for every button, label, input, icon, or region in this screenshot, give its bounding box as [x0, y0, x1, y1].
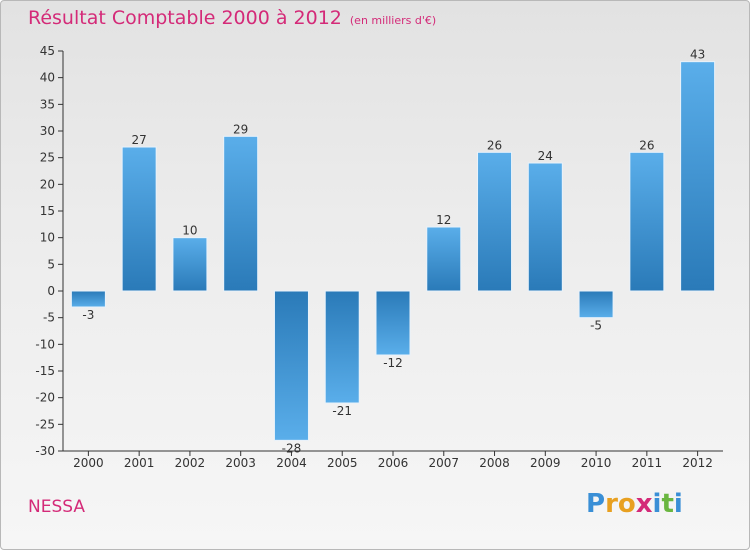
logo-letter: r — [605, 489, 618, 519]
bar-2001 — [121, 146, 157, 292]
y-tick-label: -10 — [35, 337, 55, 351]
value-label-2002: 10 — [182, 224, 197, 238]
bar-2003 — [223, 135, 259, 292]
logo-letter: t — [661, 489, 674, 519]
x-tick-label: 2006 — [378, 456, 409, 470]
y-tick-label: 25 — [40, 151, 55, 165]
y-tick-label: 30 — [40, 124, 55, 138]
x-axis: 2000 2001 2002 2003 2004 2005 2006 2007 2008 2009… — [63, 450, 723, 470]
value-label-2009: 24 — [538, 149, 553, 163]
x-tick-label: 2000 — [73, 456, 104, 470]
y-tick-label: 40 — [40, 71, 55, 85]
value-label-2001: 27 — [132, 133, 147, 147]
value-label-2012: 43 — [690, 48, 705, 62]
x-tick-label: 2002 — [175, 456, 206, 470]
x-tick-label: 2003 — [225, 456, 256, 470]
y-tick-label: 10 — [40, 231, 55, 245]
y-tick-label: 35 — [40, 97, 55, 111]
value-label-2005: -21 — [332, 404, 352, 418]
y-tick-label: -5 — [43, 311, 55, 325]
bar-2007 — [426, 226, 462, 292]
x-tick-label: 2001 — [124, 456, 155, 470]
x-tick-label: 2008 — [479, 456, 510, 470]
bar-2004 — [273, 290, 309, 441]
value-label-2010: -5 — [590, 319, 602, 333]
bar-2009 — [527, 162, 563, 292]
bar-2011 — [629, 151, 665, 292]
x-tick-label: 2007 — [428, 456, 459, 470]
bar-2006 — [375, 290, 411, 356]
y-tick-label: -25 — [35, 417, 55, 431]
x-tick-label: 2005 — [327, 456, 358, 470]
value-label-2008: 26 — [487, 138, 502, 152]
x-tick-label: 2010 — [581, 456, 612, 470]
value-label-2004: -28 — [282, 441, 302, 455]
value-label-2006: -12 — [383, 356, 403, 370]
y-tick-label: -30 — [35, 444, 55, 458]
bar-2005 — [324, 290, 360, 404]
proxiti-logo[interactable]: Proxiti — [586, 489, 683, 519]
chart-title: Résultat Comptable 2000 à 2012 (en millie… — [28, 7, 436, 29]
y-tick-label: 15 — [40, 204, 55, 218]
bar-2012 — [680, 61, 716, 292]
y-tick-label: 0 — [47, 284, 55, 298]
logo-letter: i — [652, 489, 662, 519]
bar-2002 — [172, 237, 208, 292]
value-label-2003: 29 — [233, 122, 248, 136]
y-tick-label: 20 — [40, 177, 55, 191]
bar-2008 — [477, 151, 513, 292]
value-label-2007: 12 — [436, 213, 451, 227]
logo-letter: P — [586, 489, 606, 519]
x-tick-label: 2012 — [682, 456, 713, 470]
y-tick-label: -20 — [35, 391, 55, 405]
y-axis: 45 40 35 30 25 20 15 10 5 0 -5 -10 -15 -20 -25 -30 — [35, 44, 64, 458]
x-tick-label: 2009 — [530, 456, 561, 470]
bar-2000 — [70, 290, 106, 308]
logo-letter: x — [635, 489, 653, 519]
commune-name: NESSA — [28, 497, 85, 517]
value-label-2000: -3 — [82, 308, 94, 322]
y-tick-label: -15 — [35, 364, 55, 378]
value-label-2011: 26 — [639, 138, 654, 152]
y-tick-label: 45 — [40, 44, 55, 58]
bars — [70, 61, 716, 441]
logo-letter: o — [617, 489, 636, 519]
value-labels: -3 27 10 29 -28 -21 -12 12 26 24 -5 26 43 — [82, 48, 705, 456]
chart-subtitle: (en milliers d'€) — [349, 14, 437, 27]
bar-2010 — [578, 290, 614, 319]
y-tick-label: 5 — [47, 257, 55, 271]
logo-letter: i — [673, 489, 683, 519]
title-text: Résultat Comptable 2000 à 2012 — [28, 7, 342, 29]
x-tick-label: 2011 — [632, 456, 663, 470]
x-tick-label: 2004 — [276, 456, 307, 470]
